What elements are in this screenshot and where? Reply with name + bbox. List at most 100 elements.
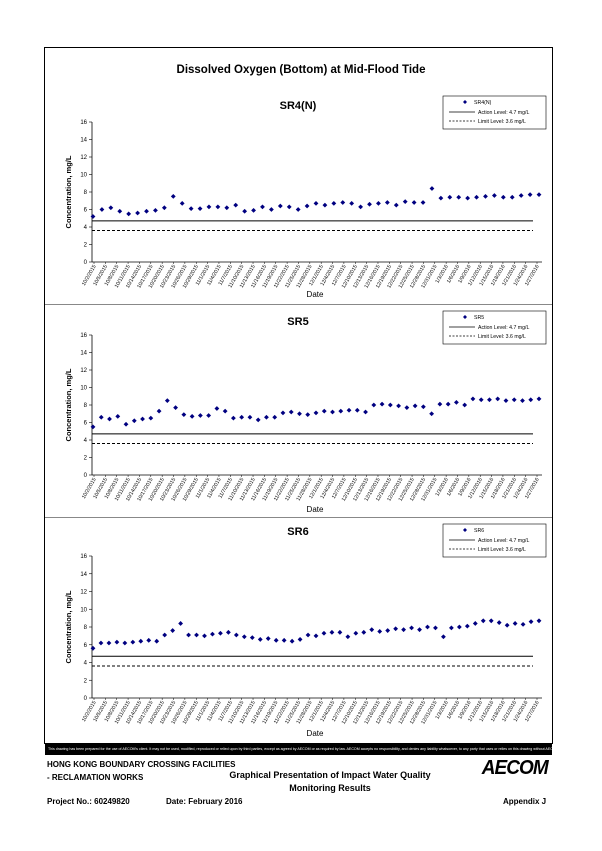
data-point [429,186,435,191]
chart-panel-sr6: SR6 0 2 4 6 8 10 12 14 16 Concentration, mg/L 10/2/… [45,518,552,743]
data-point [478,397,484,403]
data-point [189,413,195,419]
y-tick-label: 2 [84,678,88,684]
data-point [483,193,488,199]
data-point [536,192,542,198]
data-point [197,206,203,212]
data-point [162,632,168,638]
data-point [377,629,383,634]
data-point [527,192,533,198]
data-point [144,208,149,214]
legend-label-action: Action Level: 4.7 mg/L [478,325,529,331]
data-point [448,625,454,631]
data-point [249,635,255,641]
data-point [321,630,327,636]
data-point [354,407,360,413]
y-tick-label: 0 [84,260,88,266]
data-point [429,411,435,417]
data-point [161,205,167,211]
data-point [488,618,494,624]
data-point [420,404,426,410]
data-point [412,403,418,409]
data-point [393,202,399,208]
data-point [472,621,478,626]
data-point [367,201,372,207]
data-point [384,200,390,205]
disclaimer-bar: This drawing has been prepared for the u… [45,743,552,755]
data-point [396,403,401,409]
legend-label-series: SR5 [474,315,484,321]
data-point [99,207,105,212]
y-tick-label: 16 [80,554,87,560]
data-point [156,408,162,414]
data-point [305,412,311,418]
data-point [304,203,310,209]
data-point [465,195,471,201]
data-point [90,645,96,651]
legend-label-series: SR6 [474,528,484,534]
data-point [393,626,399,632]
data-point [98,640,104,646]
y-tick-label: 12 [80,368,87,374]
data-point [480,618,486,624]
project-number: Project No.: 60249820 [47,797,130,806]
subject-line1: Graphical Presentation of Impact Water Q… [229,770,431,780]
y-tick-label: 8 [84,625,88,631]
data-point [437,401,443,407]
y-tick-label: 4 [84,438,88,444]
data-point [518,193,524,198]
legend-box [442,95,547,130]
data-point [264,414,269,420]
data-point [273,637,279,643]
data-point [330,409,335,415]
data-point [358,204,363,210]
data-point [170,628,176,633]
data-point [500,194,506,200]
data-point [376,200,381,206]
data-point [321,408,327,414]
page-title: Dissolved Oxygen (Bottom) at Mid-Flood T… [176,64,426,76]
data-point [90,214,96,219]
data-point [281,637,287,643]
data-point [122,640,128,646]
data-point [371,402,377,408]
data-point [503,398,509,404]
data-point [231,415,236,421]
data-point [218,630,223,636]
legend-box [442,523,547,558]
data-point [186,632,191,638]
x-axis-label: Date [307,729,324,738]
data-point [441,634,446,640]
aecom-logo: AECOM [481,757,549,779]
data-point [313,200,319,206]
y-axis-label: Concentration, mg/L [64,590,73,663]
data-point [387,402,393,408]
data-point [257,637,263,642]
subject-line2: Monitoring Results [289,783,371,793]
data-point [409,625,414,631]
data-point [492,193,497,198]
data-point [349,200,355,206]
legend-marker [463,100,467,104]
data-point [106,640,112,646]
y-tick-label: 4 [84,225,88,231]
data-point [528,619,534,625]
data-point [206,413,212,418]
y-tick-label: 4 [84,661,88,667]
data-point [181,412,187,418]
data-point [153,207,158,213]
chart-panel-sr4n: SR4(N) 0 2 4 6 8 10 12 14 16 Concentration, mg/L 10… [45,92,552,304]
y-tick-label: 8 [84,403,88,409]
data-point [140,416,145,422]
data-point [346,407,352,413]
data-point [536,396,542,402]
data-point [179,200,185,206]
data-point [504,622,510,628]
data-point [404,405,410,411]
y-tick-label: 12 [80,590,87,596]
data-point [170,193,176,199]
data-point [445,401,451,407]
legend-marker [463,528,467,532]
